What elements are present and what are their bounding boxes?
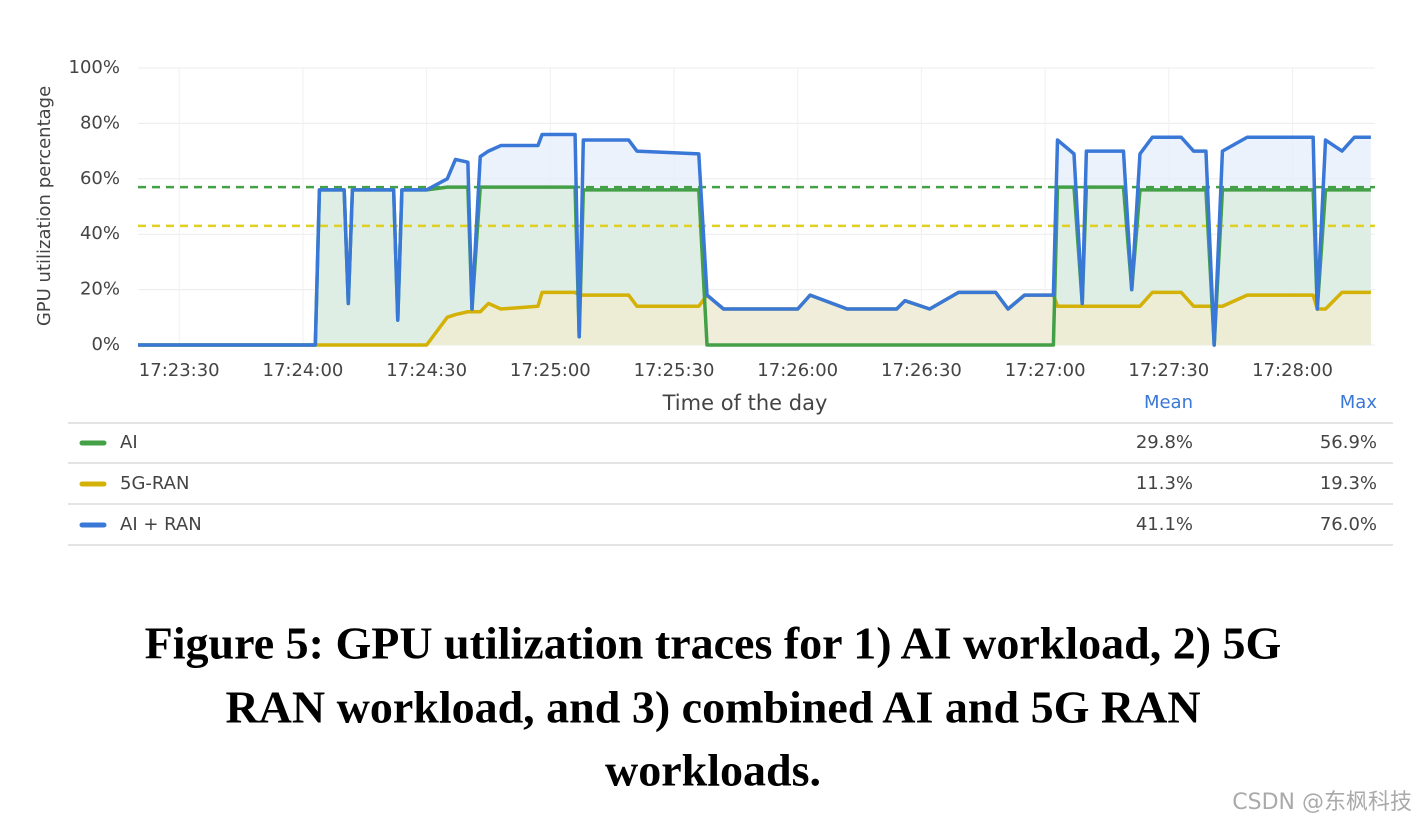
- stats-value: 76.0%: [1320, 514, 1377, 535]
- caption-line: workloads.: [605, 745, 821, 796]
- stats-header: Mean: [1144, 392, 1193, 413]
- caption-line: RAN workload, and 3) combined AI and 5G …: [225, 682, 1200, 733]
- x-tick-label: 17:23:30: [139, 360, 220, 381]
- x-tick-label: 17:27:30: [1128, 360, 1209, 381]
- line: [138, 132, 1371, 347]
- area: [138, 292, 1371, 345]
- x-tick-label: 17:25:30: [634, 360, 715, 381]
- legend-label: AI: [120, 432, 138, 453]
- stats-header: Max: [1340, 392, 1378, 413]
- legend-label: 5G-RAN: [120, 473, 189, 494]
- stats-value: 41.1%: [1136, 514, 1193, 535]
- x-tick-label: 17:27:00: [1005, 360, 1086, 381]
- x-axis-title: Time of the day: [662, 391, 828, 415]
- y-tick-label: 0%: [91, 334, 120, 355]
- watermark: CSDN @东枫科技: [1232, 790, 1412, 815]
- stats-value: 56.9%: [1320, 432, 1377, 453]
- y-tick-label: 40%: [80, 223, 120, 244]
- y-axis-title: GPU utilization percentage: [34, 86, 55, 326]
- x-tick-label: 17:25:00: [510, 360, 591, 381]
- x-tick-label: 17:26:00: [757, 360, 838, 381]
- stats-value: 19.3%: [1320, 473, 1377, 494]
- x-tick-label: 17:28:00: [1252, 360, 1333, 381]
- x-tick-label: 17:24:00: [263, 360, 344, 381]
- stats-value: 11.3%: [1136, 473, 1193, 494]
- y-tick-label: 20%: [80, 279, 120, 300]
- y-tick-label: 80%: [80, 112, 120, 133]
- line: [138, 185, 1371, 347]
- x-tick-label: 17:24:30: [386, 360, 467, 381]
- y-tick-label: 100%: [69, 57, 120, 78]
- y-tick-label: 60%: [80, 168, 120, 189]
- legend-label: AI + RAN: [120, 514, 202, 535]
- x-tick-label: 17:26:30: [881, 360, 962, 381]
- caption-line: Figure 5: GPU utilization traces for 1) …: [145, 618, 1282, 669]
- stats-value: 29.8%: [1136, 432, 1193, 453]
